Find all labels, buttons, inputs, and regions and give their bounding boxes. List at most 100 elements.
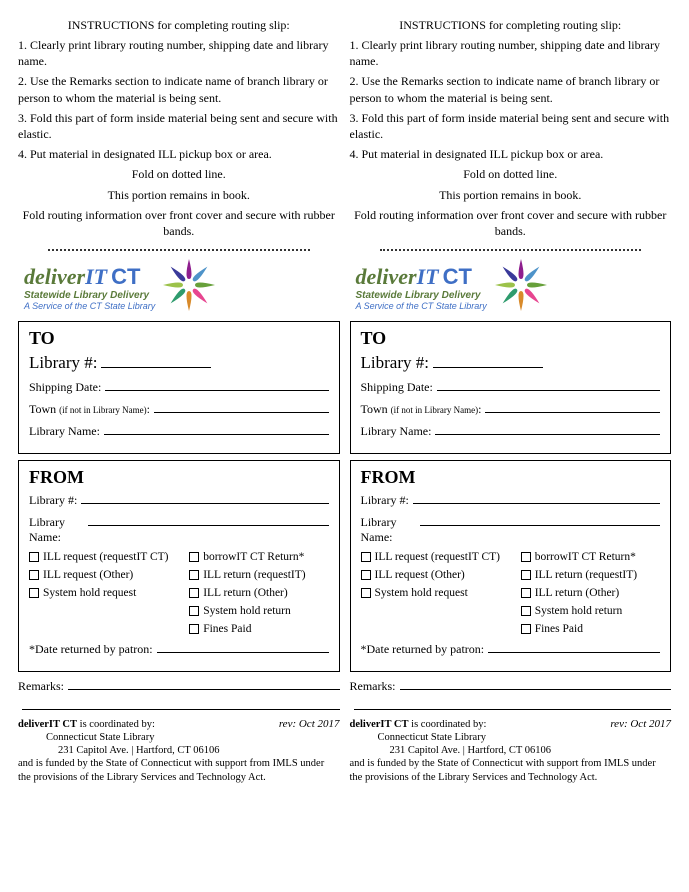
- date-returned-field[interactable]: [157, 641, 329, 653]
- checkbox-item[interactable]: System hold request: [29, 587, 189, 599]
- from-library-name-field[interactable]: [420, 514, 661, 526]
- date-returned-label: *Date returned by patron:: [29, 642, 153, 657]
- checkbox-item[interactable]: ILL request (requestIT CT): [29, 551, 189, 563]
- from-library-name-label: Library Name:: [29, 515, 84, 545]
- date-returned-field[interactable]: [488, 641, 660, 653]
- checkbox-icon: [361, 588, 371, 598]
- checkbox-item[interactable]: borrowIT CT Return*: [189, 551, 328, 563]
- logo-tagline-2: A Service of the CT State Library: [24, 301, 155, 311]
- fold-note: Fold on dotted line.: [350, 166, 672, 182]
- to-library-number-row: Library #:: [29, 353, 329, 373]
- routing-slip: INSTRUCTIONS for completing routing slip…: [18, 18, 340, 784]
- checkbox-label: Fines Paid: [535, 623, 583, 635]
- checkbox-icon: [189, 624, 199, 634]
- to-library-name-field[interactable]: [104, 423, 329, 435]
- logo-tagline-1: Statewide Library Delivery: [24, 290, 155, 301]
- date-returned-label: *Date returned by patron:: [361, 642, 485, 657]
- footer: rev: Oct 2017 deliverIT CT is coordinate…: [18, 718, 340, 784]
- checkbox-item[interactable]: System hold return: [521, 605, 660, 617]
- checkbox-label: borrowIT CT Return*: [203, 551, 304, 563]
- town-field[interactable]: [154, 401, 329, 413]
- checkbox-icon: [361, 570, 371, 580]
- checkbox-item[interactable]: ILL request (Other): [29, 569, 189, 581]
- revision-date: rev: Oct 2017: [279, 718, 340, 732]
- checkbox-label: System hold request: [375, 587, 468, 599]
- from-heading: FROM: [361, 467, 661, 488]
- logo-wordmark: deliverITCT: [24, 264, 155, 290]
- checkbox-item[interactable]: Fines Paid: [521, 623, 660, 635]
- checkbox-item[interactable]: ILL return (Other): [189, 587, 328, 599]
- to-library-name-label: Library Name:: [29, 424, 100, 439]
- from-library-number-field[interactable]: [81, 492, 328, 504]
- checkbox-icon: [29, 588, 39, 598]
- checkbox-item[interactable]: ILL request (requestIT CT): [361, 551, 521, 563]
- checkbox-item[interactable]: System hold request: [361, 587, 521, 599]
- checkbox-icon: [29, 570, 39, 580]
- checkbox-icon: [521, 624, 531, 634]
- to-heading: TO: [361, 328, 661, 349]
- to-library-name-label: Library Name:: [361, 424, 432, 439]
- to-library-number-field[interactable]: [433, 354, 543, 368]
- instructions-list: 1. Clearly print library routing number,…: [18, 37, 340, 243]
- instruction-item: 1. Clearly print library routing number,…: [18, 37, 340, 69]
- remarks-field-line2[interactable]: [354, 698, 672, 710]
- from-library-number-field[interactable]: [413, 492, 660, 504]
- checkbox-label: ILL request (requestIT CT): [43, 551, 169, 563]
- from-heading: FROM: [29, 467, 329, 488]
- checkbox-label: ILL return (requestIT): [203, 569, 305, 581]
- instruction-item: 2. Use the Remarks section to indicate n…: [18, 73, 340, 105]
- from-library-name-label: Library Name:: [361, 515, 416, 545]
- checkbox-item[interactable]: ILL return (requestIT): [521, 569, 660, 581]
- remarks-field-line2[interactable]: [22, 698, 340, 710]
- checkbox-icon: [521, 552, 531, 562]
- fold-over-note: Fold routing information over front cove…: [350, 207, 672, 239]
- checkbox-item[interactable]: ILL return (Other): [521, 587, 660, 599]
- fold-dotted-line: [380, 249, 642, 251]
- checkbox-item[interactable]: System hold return: [189, 605, 328, 617]
- remains-note: This portion remains in book.: [18, 187, 340, 203]
- to-box: TO Library #: Shipping Date: Town (if no…: [350, 321, 672, 454]
- instructions-heading: INSTRUCTIONS for completing routing slip…: [350, 18, 672, 33]
- instructions-heading: INSTRUCTIONS for completing routing slip…: [18, 18, 340, 33]
- request-type-checkboxes: ILL request (requestIT CT) ILL request (…: [29, 551, 329, 635]
- footer-line-3: 231 Capitol Ave. | Hartford, CT 06106: [18, 744, 340, 757]
- checkbox-icon: [189, 570, 199, 580]
- routing-slip: INSTRUCTIONS for completing routing slip…: [350, 18, 672, 784]
- instruction-item: 2. Use the Remarks section to indicate n…: [350, 73, 672, 105]
- checkbox-label: ILL return (Other): [203, 587, 288, 599]
- checkbox-label: borrowIT CT Return*: [535, 551, 636, 563]
- instruction-item: 4. Put material in designated ILL pickup…: [350, 146, 672, 162]
- footer-line-2: Connecticut State Library: [18, 731, 340, 744]
- town-field[interactable]: [485, 401, 660, 413]
- checkbox-icon: [29, 552, 39, 562]
- fold-over-note: Fold routing information over front cove…: [18, 207, 340, 239]
- checkbox-icon: [189, 552, 199, 562]
- checkbox-label: Fines Paid: [203, 623, 251, 635]
- instruction-item: 3. Fold this part of form inside materia…: [350, 110, 672, 142]
- logo-block: deliverITCT Statewide Library Delivery A…: [18, 259, 340, 315]
- checkbox-icon: [521, 570, 531, 580]
- remarks-field[interactable]: [68, 678, 340, 690]
- checkbox-label: ILL request (requestIT CT): [375, 551, 501, 563]
- checkbox-item[interactable]: borrowIT CT Return*: [521, 551, 660, 563]
- to-library-name-field[interactable]: [435, 423, 660, 435]
- checkbox-icon: [361, 552, 371, 562]
- checkbox-label: ILL return (requestIT): [535, 569, 637, 581]
- shipping-date-label: Shipping Date:: [361, 380, 433, 395]
- from-box: FROM Library #: Library Name: ILL reques…: [18, 460, 340, 672]
- to-library-number-field[interactable]: [101, 354, 211, 368]
- logo-block: deliverITCT Statewide Library Delivery A…: [350, 259, 672, 315]
- shipping-date-label: Shipping Date:: [29, 380, 101, 395]
- from-library-name-field[interactable]: [88, 514, 329, 526]
- checkbox-item[interactable]: ILL return (requestIT): [189, 569, 328, 581]
- checkbox-label: ILL request (Other): [375, 569, 465, 581]
- to-box: TO Library #: Shipping Date: Town (if no…: [18, 321, 340, 454]
- checkbox-icon: [189, 588, 199, 598]
- remarks-field[interactable]: [400, 678, 672, 690]
- from-library-number-label: Library #:: [361, 493, 409, 508]
- checkbox-item[interactable]: ILL request (Other): [361, 569, 521, 581]
- shipping-date-field[interactable]: [437, 379, 660, 391]
- shipping-date-field[interactable]: [105, 379, 328, 391]
- revision-date: rev: Oct 2017: [610, 718, 671, 732]
- checkbox-item[interactable]: Fines Paid: [189, 623, 328, 635]
